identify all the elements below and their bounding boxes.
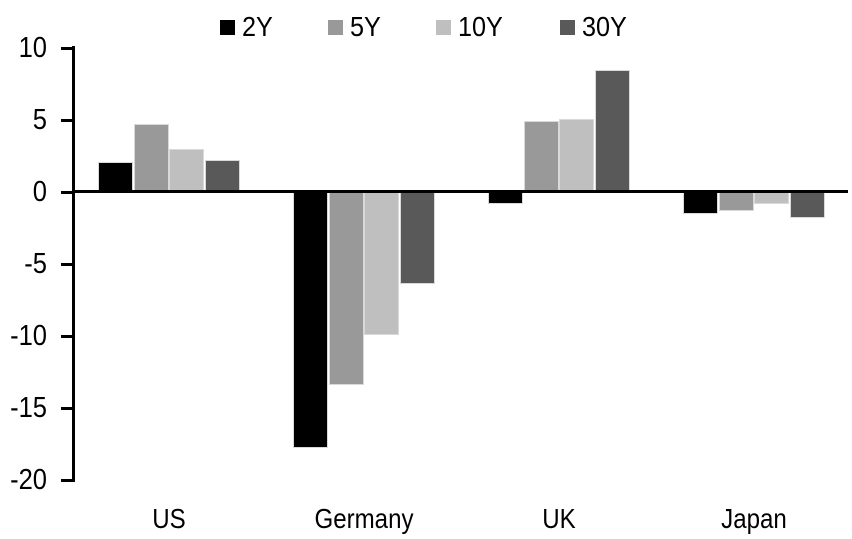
legend-label: 2Y — [241, 11, 273, 42]
y-tick-mark — [61, 46, 75, 50]
category-label-germany: Germany — [314, 503, 414, 534]
bar-germany-10y — [364, 192, 399, 335]
legend-item-2y: 2Y — [219, 11, 276, 42]
bar-germany-2y — [293, 192, 328, 448]
y-tick-label: -10 — [10, 320, 47, 352]
y-tick-mark — [61, 478, 75, 482]
legend-swatch-icon — [328, 19, 344, 35]
chart-legend: 2Y 5Y 10Y 30Y — [0, 12, 852, 42]
bar-uk-2y — [488, 192, 523, 204]
category-label-uk: UK — [542, 503, 576, 534]
bar-japan-10y — [754, 192, 789, 204]
y-tick-label: -20 — [10, 464, 47, 496]
legend-swatch-icon — [436, 19, 452, 35]
bar-us-10y — [169, 149, 204, 192]
bar-japan-30y — [790, 192, 825, 218]
bar-japan-5y — [719, 192, 754, 211]
y-tick-label: 0 — [32, 176, 47, 208]
bar-japan-2y — [683, 192, 718, 214]
legend-label: 10Y — [458, 11, 504, 42]
legend-label: 5Y — [350, 11, 381, 42]
y-tick-label: -5 — [24, 248, 47, 280]
y-tick-mark — [61, 334, 75, 338]
bar-us-2y — [98, 162, 133, 192]
legend-item-5y: 5Y — [328, 12, 384, 42]
y-tick-label: -15 — [10, 392, 47, 424]
y-tick-mark — [61, 190, 75, 194]
legend-swatch-icon — [560, 19, 576, 35]
bar-uk-10y — [559, 119, 594, 192]
category-label-japan: Japan — [721, 503, 787, 534]
bar-germany-5y — [329, 192, 364, 385]
y-tick-label: 5 — [32, 104, 47, 136]
legend-item-10y: 10Y — [436, 12, 508, 42]
bar-germany-30y — [400, 192, 435, 284]
zero-baseline — [72, 190, 848, 193]
legend-swatch-icon — [219, 19, 235, 35]
legend-item-30y: 30Y — [560, 12, 632, 42]
y-tick-mark — [61, 262, 75, 266]
bar-uk-30y — [595, 70, 630, 192]
bar-us-30y — [205, 160, 240, 192]
category-label-us: US — [152, 503, 186, 534]
bar-uk-5y — [524, 121, 559, 192]
y-tick-mark — [61, 118, 75, 122]
legend-label: 30Y — [582, 11, 628, 42]
bar-us-5y — [134, 124, 169, 192]
y-tick-mark — [61, 406, 75, 410]
y-tick-label: 10 — [18, 32, 47, 64]
